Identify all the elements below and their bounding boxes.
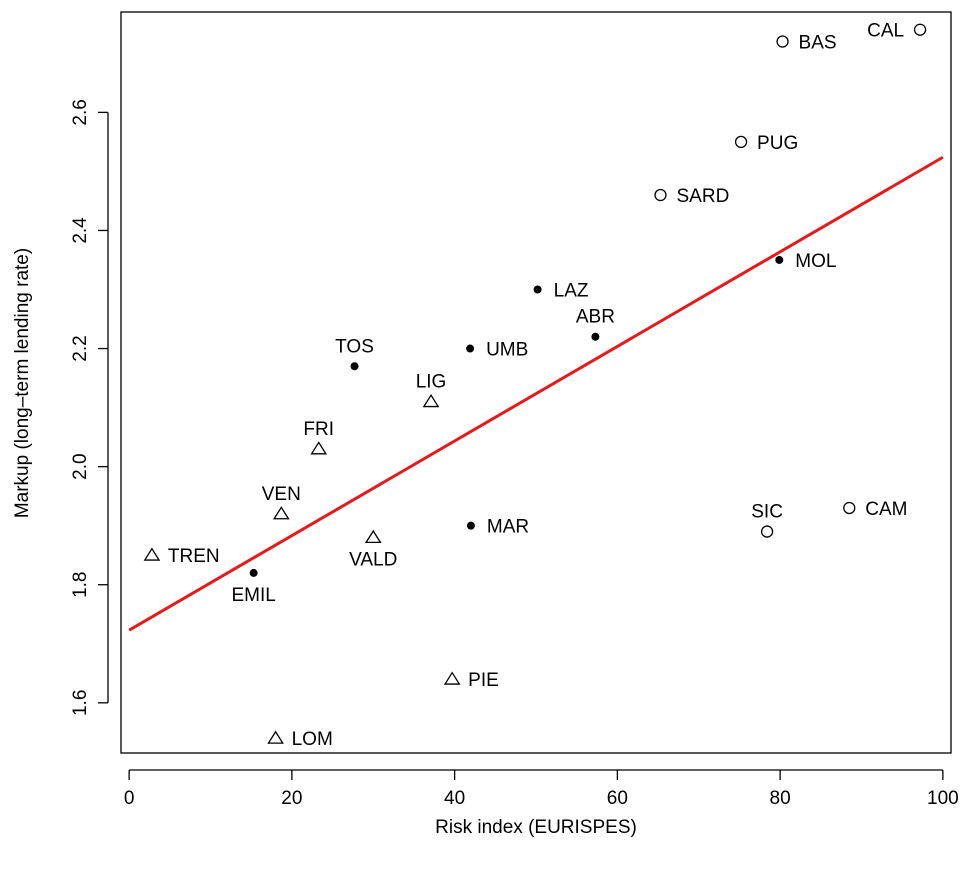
point-tos-marker	[350, 362, 359, 371]
point-sard-label: SARD	[677, 186, 730, 207]
x-tick-label: 0	[124, 788, 135, 809]
point-sic-marker	[760, 525, 774, 538]
y-tick-label: 2.6	[70, 99, 91, 125]
y-tick-label: 1.6	[70, 690, 91, 716]
point-lom-label: LOM	[292, 729, 333, 750]
y-axis-title: Markup (long–term lending rate)	[12, 248, 33, 518]
point-pug-label: PUG	[757, 133, 798, 154]
x-tick-label: 100	[927, 788, 959, 809]
point-ven-label: VEN	[262, 484, 301, 505]
y-tick-label: 2.4	[70, 217, 91, 244]
point-umb-marker	[466, 344, 475, 353]
point-fri-marker	[310, 441, 328, 455]
point-fri-label: FRI	[303, 419, 334, 440]
y-tick-label: 1.8	[70, 572, 91, 598]
point-sic-label: SIC	[751, 502, 783, 523]
point-sard-marker	[654, 188, 667, 202]
point-laz-marker	[533, 285, 542, 294]
regression-line	[128, 155, 944, 632]
point-tren-label: TREN	[168, 546, 220, 567]
point-bas-marker	[776, 35, 789, 48]
plot-frame	[120, 11, 952, 754]
point-tos-label: TOS	[335, 336, 374, 357]
point-abr-marker	[591, 332, 600, 341]
point-ven-marker	[272, 506, 290, 520]
point-laz-label: LAZ	[554, 281, 589, 302]
x-tick-label: 20	[281, 788, 302, 809]
point-pug-marker	[734, 135, 748, 149]
point-pie-marker	[443, 671, 461, 685]
data-points: CAL BAS PUG SARD MOL LAZ ABR UMB TOS LIG FRI VEN VAL…	[143, 21, 927, 750]
point-cal-marker	[913, 23, 927, 36]
point-emil-label: EMIL	[231, 585, 275, 606]
point-pie-label: PIE	[468, 670, 499, 691]
x-axis: 0 20 40 60 80 100	[124, 769, 959, 809]
regression-line-group	[128, 155, 944, 632]
point-lom-marker	[267, 730, 284, 744]
x-tick-label: 40	[444, 788, 465, 809]
x-tick-label: 60	[607, 788, 628, 809]
x-tick-label: 80	[770, 788, 791, 809]
point-cam-label: CAM	[865, 499, 907, 520]
point-vald-label: VALD	[349, 549, 397, 570]
point-bas-label: BAS	[799, 33, 837, 54]
point-mar-label: MAR	[487, 517, 529, 538]
y-axis: 1.6 1.8 2.0 2.2 2.4 2.6	[70, 99, 109, 716]
point-mol-label: MOL	[795, 251, 836, 272]
point-umb-label: UMB	[486, 340, 528, 361]
x-axis-title: Risk index (EURISPES)	[435, 817, 637, 838]
point-tren-marker	[143, 547, 161, 561]
point-abr-label: ABR	[576, 307, 615, 328]
point-cam-marker	[843, 501, 856, 515]
point-emil-marker	[249, 568, 258, 577]
point-mar-marker	[466, 521, 475, 530]
y-tick-label: 2.0	[70, 453, 91, 479]
point-vald-marker	[364, 529, 382, 544]
point-mol-marker	[775, 255, 784, 264]
y-tick-label: 2.2	[70, 335, 91, 361]
point-cal-label: CAL	[867, 21, 904, 42]
point-lig-label: LIG	[416, 372, 447, 393]
point-lig-marker	[422, 393, 440, 408]
